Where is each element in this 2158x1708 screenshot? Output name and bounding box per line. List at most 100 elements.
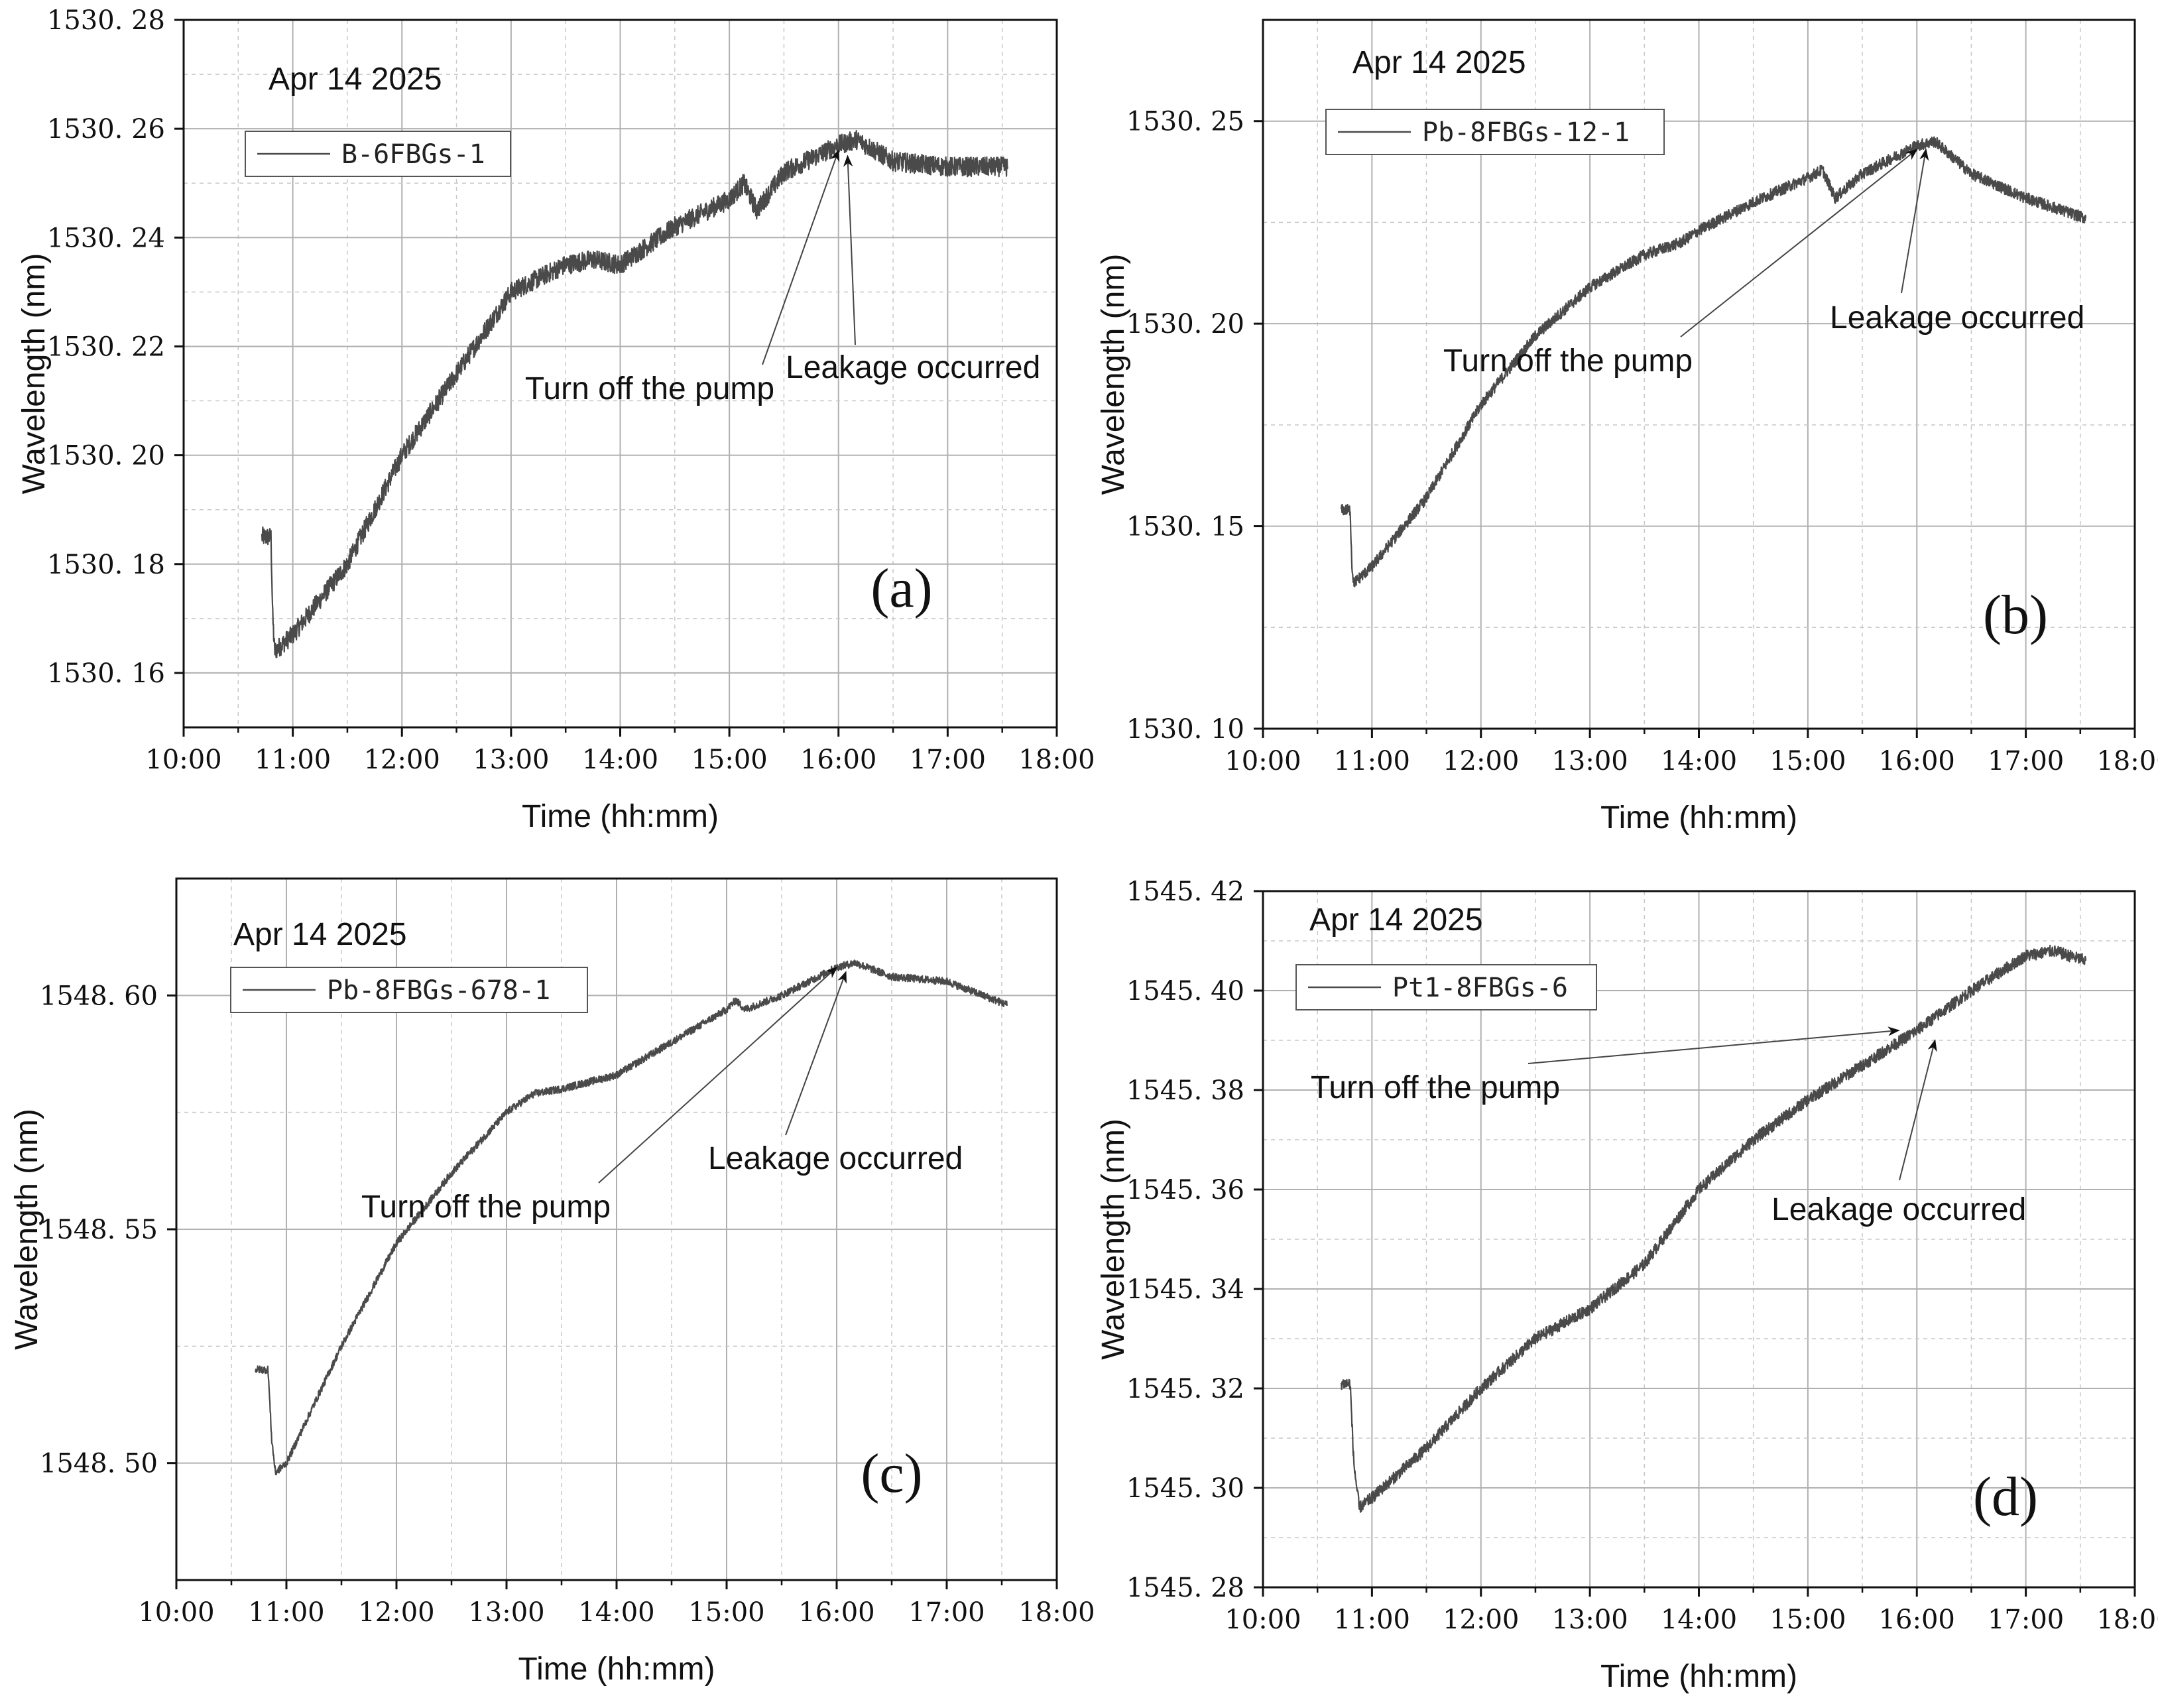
panel-label: (a) (870, 558, 932, 619)
x-tick-label: 11:00 (1334, 1605, 1410, 1635)
series-line (255, 959, 1008, 1475)
chart-panel-a: 10:00 11:00 12:00 13:00 14:00 15:00 16:00 17:00… (17, 5, 1095, 834)
x-tick-label: 13:00 (1551, 746, 1628, 776)
date-label: Apr 14 2025 (233, 917, 407, 952)
y-tick-label: 1530. 25 (1126, 107, 1244, 137)
annotation-turn-off-pump: Turn off the pump (1443, 343, 1693, 379)
y-tick-label: 1530. 24 (47, 223, 165, 253)
x-tick-label: 17:00 (1988, 746, 2064, 776)
annotation-arrow-pump (1528, 1026, 1900, 1064)
y-tick-label: 1545. 42 (1126, 877, 1244, 907)
legend: B-6FBGs-1 (245, 131, 511, 177)
date-label: Apr 14 2025 (1309, 902, 1483, 938)
x-tick-label: 18:00 (2096, 746, 2158, 776)
y-tick-label: 1545. 32 (1126, 1374, 1244, 1404)
y-axis-label: Wavelength (nm) (1096, 1119, 1131, 1360)
y-tick-label: 1548. 50 (40, 1449, 158, 1479)
annotation-turn-off-pump: Turn off the pump (361, 1190, 611, 1225)
legend-label: Pt1-8FBGs-6 (1392, 973, 1568, 1003)
chart-panel-b: 10:00 11:00 12:00 13:00 14:00 15:00 16:00 17:00… (1096, 19, 2158, 835)
date-label: Apr 14 2025 (269, 62, 442, 97)
annotation-arrow-leakage (1899, 1039, 1937, 1181)
annotation-leakage-occurred: Leakage occurred (1771, 1192, 2026, 1227)
series-line (1340, 944, 2087, 1513)
x-axis-label: Time (hh:mm) (522, 799, 719, 834)
y-tick-label: 1530. 16 (47, 658, 165, 689)
legend-label: B-6FBGs-1 (341, 139, 485, 170)
x-tick-label: 10:00 (1225, 1605, 1301, 1635)
x-tick-label: 18:00 (2096, 1605, 2158, 1635)
series-line (1340, 136, 2087, 587)
x-tick-label: 14:00 (578, 1597, 654, 1628)
panel-label: (b) (1983, 584, 2048, 646)
x-tick-label: 17:00 (908, 1597, 985, 1628)
date-label: Apr 14 2025 (1352, 45, 1526, 80)
x-tick-label: 17:00 (1988, 1605, 2064, 1635)
x-tick-label: 13:00 (468, 1597, 544, 1628)
y-tick-label: 1530. 10 (1126, 714, 1244, 745)
x-tick-label: 10:00 (138, 1597, 214, 1628)
x-tick-label: 12:00 (364, 745, 440, 775)
x-tick-label: 12:00 (358, 1597, 434, 1628)
x-tick-label: 14:00 (582, 745, 658, 775)
y-tick-label: 1545. 34 (1126, 1274, 1244, 1305)
chart-panel-c: 10:00 11:00 12:00 13:00 14:00 15:00 16:00 17:00… (9, 877, 1095, 1687)
legend-label: Pb-8FBGs-678-1 (327, 975, 550, 1006)
legend: Pb-8FBGs-678-1 (230, 967, 588, 1013)
y-tick-label: 1530. 22 (47, 332, 165, 362)
panel-label: (d) (1973, 1466, 2038, 1528)
y-tick-label: 1530. 20 (1126, 309, 1244, 339)
legend: Pt1-8FBGs-6 (1295, 964, 1597, 1010)
x-tick-label: 15:00 (691, 745, 767, 775)
x-tick-label: 16:00 (798, 1597, 874, 1628)
x-tick-label: 12:00 (1443, 746, 1519, 776)
y-tick-label: 1548. 55 (40, 1215, 158, 1245)
x-tick-label: 15:00 (1769, 1605, 1846, 1635)
legend-box (1325, 109, 1665, 155)
y-axis-label: Wavelength (nm) (9, 1109, 44, 1350)
x-axis-label: Time (hh:mm) (1600, 1659, 1797, 1694)
y-tick-label: 1545. 38 (1126, 1075, 1244, 1106)
x-tick-label: 15:00 (688, 1597, 764, 1628)
y-tick-label: 1545. 36 (1126, 1175, 1244, 1205)
annotation-turn-off-pump: Turn off the pump (525, 371, 774, 406)
y-axis-label: Wavelength (nm) (1096, 254, 1131, 495)
x-tick-label: 18:00 (1018, 745, 1095, 775)
y-tick-label: 1530. 26 (47, 114, 165, 145)
x-tick-label: 14:00 (1661, 1605, 1737, 1635)
x-tick-label: 13:00 (1551, 1605, 1628, 1635)
x-tick-label: 11:00 (1334, 746, 1410, 776)
legend: Pb-8FBGs-12-1 (1325, 109, 1665, 155)
annotation-arrow-leakage (1901, 148, 1929, 294)
y-tick-label: 1530. 15 (1126, 512, 1244, 542)
x-axis-label: Time (hh:mm) (518, 1652, 715, 1687)
annotation-leakage-occurred: Leakage occurred (708, 1141, 963, 1176)
y-tick-label: 1545. 30 (1126, 1473, 1244, 1504)
x-tick-label: 11:00 (248, 1597, 324, 1628)
y-tick-label: 1548. 60 (40, 981, 158, 1011)
y-tick-label: 1545. 28 (1126, 1573, 1244, 1603)
y-tick-label: 1530. 20 (47, 441, 165, 471)
x-tick-label: 16:00 (1879, 1605, 1955, 1635)
x-tick-label: 10:00 (145, 745, 221, 775)
annotation-arrow-pump (762, 149, 840, 365)
legend-box (1295, 964, 1597, 1010)
annotation-arrow-pump (1680, 149, 1918, 337)
x-tick-label: 18:00 (1018, 1597, 1095, 1628)
x-tick-label: 16:00 (800, 745, 876, 775)
annotation-arrow-leakage (843, 154, 856, 345)
annotation-turn-off-pump: Turn off the pump (1311, 1070, 1560, 1105)
y-tick-label: 1530. 18 (47, 550, 165, 580)
annotation-leakage-occurred: Leakage occurred (786, 350, 1040, 385)
panel-label: (c) (861, 1443, 922, 1504)
x-tick-label: 12:00 (1443, 1605, 1519, 1635)
y-tick-label: 1545. 40 (1126, 976, 1244, 1006)
legend-label: Pb-8FBGs-12-1 (1422, 117, 1630, 148)
x-tick-label: 15:00 (1769, 746, 1846, 776)
series-line (261, 130, 1008, 658)
y-tick-label: 1530. 28 (47, 5, 165, 36)
x-tick-label: 17:00 (910, 745, 986, 775)
annotation-arrow-pump (598, 966, 838, 1184)
x-axis-label: Time (hh:mm) (1600, 800, 1797, 835)
